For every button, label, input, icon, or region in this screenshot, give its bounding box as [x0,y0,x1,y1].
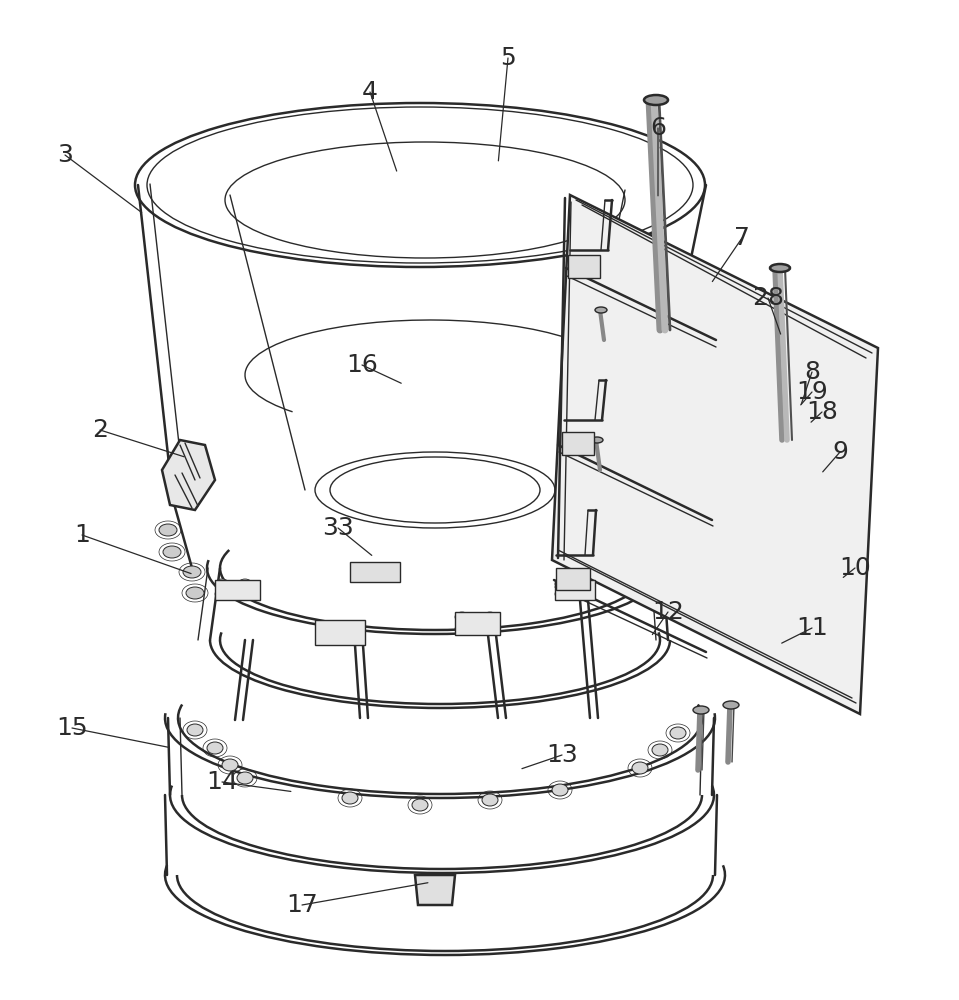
Text: 13: 13 [546,743,578,767]
Text: 17: 17 [286,893,317,917]
Polygon shape [162,440,215,510]
Text: 10: 10 [839,556,871,580]
Polygon shape [555,580,595,600]
Polygon shape [415,875,455,905]
Text: 33: 33 [322,516,354,540]
Ellipse shape [318,633,332,643]
Ellipse shape [644,95,668,105]
Ellipse shape [483,612,497,622]
Ellipse shape [578,589,592,599]
Ellipse shape [455,612,469,622]
Polygon shape [552,195,878,714]
Ellipse shape [237,772,253,784]
Text: 8: 8 [804,360,820,384]
Ellipse shape [187,724,203,736]
Ellipse shape [318,621,332,631]
Ellipse shape [455,624,469,634]
Text: 9: 9 [832,440,848,464]
Text: 1: 1 [74,523,90,547]
Polygon shape [455,612,500,635]
Text: 7: 7 [734,226,750,250]
Polygon shape [350,562,400,582]
Ellipse shape [555,589,569,599]
Text: 16: 16 [346,353,378,377]
Ellipse shape [238,589,252,599]
Ellipse shape [348,633,362,643]
Ellipse shape [215,579,229,589]
Polygon shape [556,568,590,590]
Text: 18: 18 [807,400,838,424]
Text: 19: 19 [796,380,828,404]
Text: 11: 11 [796,616,828,640]
Ellipse shape [555,579,569,589]
Polygon shape [215,580,260,600]
Ellipse shape [723,701,739,709]
Ellipse shape [348,621,362,631]
Ellipse shape [595,307,607,313]
Ellipse shape [632,762,648,774]
Polygon shape [562,432,594,455]
Ellipse shape [215,589,229,599]
Text: 12: 12 [652,600,684,624]
Ellipse shape [186,587,204,599]
Ellipse shape [482,794,498,806]
Ellipse shape [693,706,709,714]
Text: 6: 6 [650,116,666,140]
Ellipse shape [412,799,428,811]
Ellipse shape [578,579,592,589]
Text: 5: 5 [501,46,516,70]
Text: 14: 14 [206,770,238,794]
Ellipse shape [652,744,668,756]
Ellipse shape [222,759,238,771]
Ellipse shape [207,742,223,754]
Polygon shape [315,620,365,645]
Ellipse shape [342,792,358,804]
Text: 15: 15 [57,716,88,740]
Ellipse shape [183,566,201,578]
Polygon shape [568,255,600,278]
Ellipse shape [770,264,790,272]
Ellipse shape [159,524,177,536]
Text: 3: 3 [58,143,73,167]
Ellipse shape [552,784,568,796]
Ellipse shape [670,727,686,739]
Ellipse shape [483,624,497,634]
Text: 2: 2 [92,418,108,442]
Text: 4: 4 [362,80,378,104]
Text: 28: 28 [752,286,784,310]
Ellipse shape [163,546,181,558]
Ellipse shape [238,579,252,589]
Ellipse shape [591,437,603,443]
